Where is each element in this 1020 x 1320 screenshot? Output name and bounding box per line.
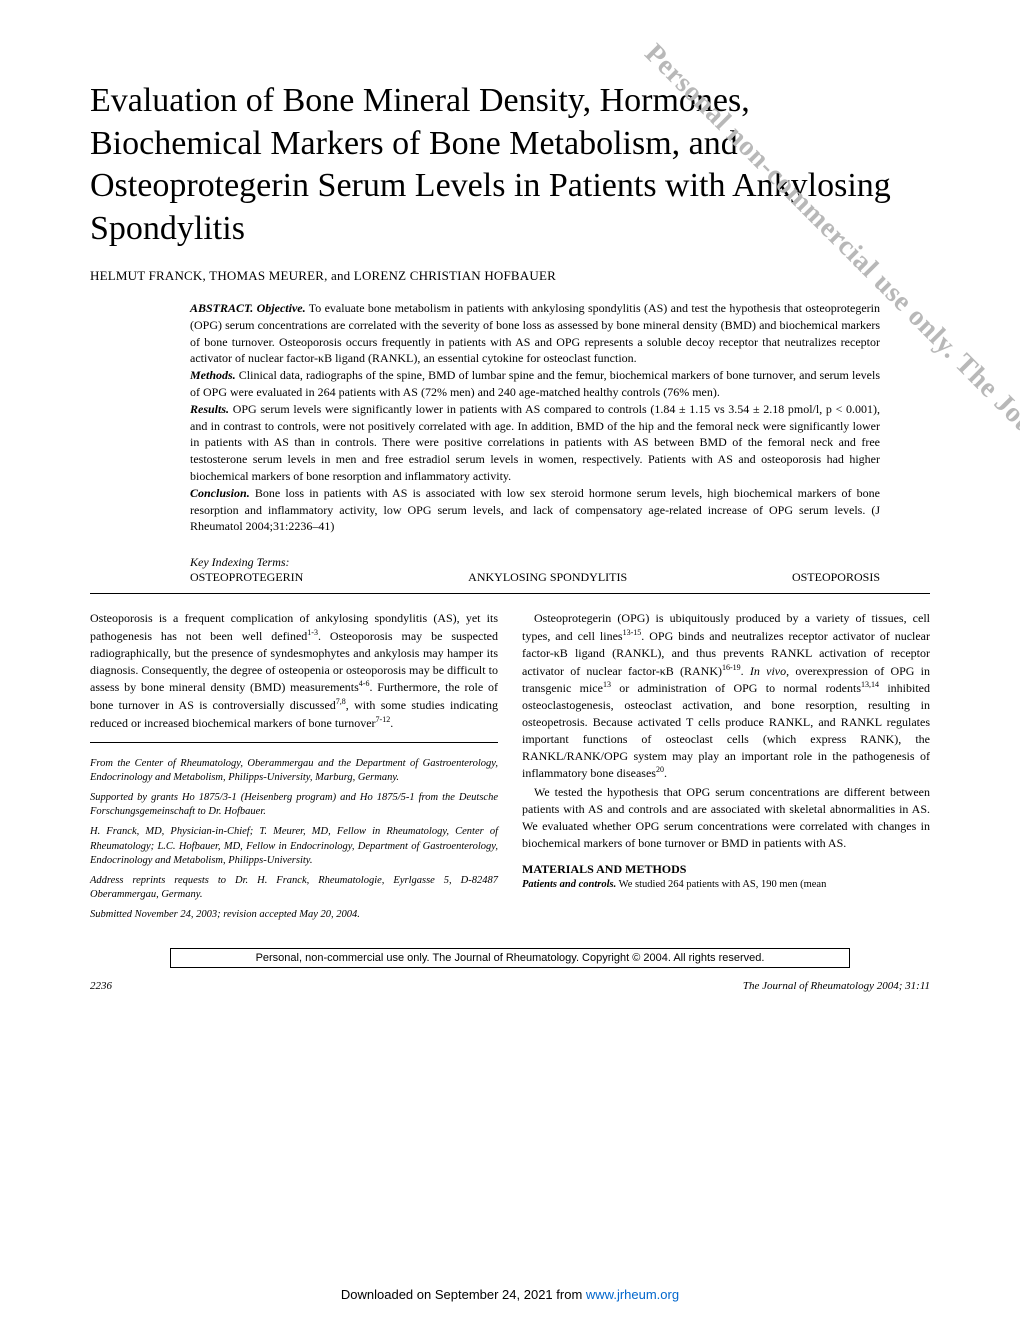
abstract-block: ABSTRACT. Objective. To evaluate bone me… bbox=[90, 300, 930, 535]
left-column: Osteoporosis is a frequent complication … bbox=[90, 610, 498, 928]
footer-notice: Personal, non-commercial use only. The J… bbox=[170, 948, 850, 968]
results-text: OPG serum levels were significantly lowe… bbox=[190, 402, 880, 483]
affiliation-authors: H. Franck, MD, Physician-in-Chief; T. Me… bbox=[90, 825, 498, 868]
conclusion-label: Conclusion. bbox=[190, 486, 250, 500]
article-title: Evaluation of Bone Mineral Density, Horm… bbox=[90, 80, 930, 250]
download-link[interactable]: www.jrheum.org bbox=[586, 1287, 679, 1302]
key-terms-label: Key Indexing Terms: bbox=[190, 555, 880, 570]
materials-text: Patients and controls. We studied 264 pa… bbox=[522, 878, 930, 893]
affiliation-submitted: Submitted November 24, 2003; revision ac… bbox=[90, 908, 498, 922]
methods-label: Methods. bbox=[190, 368, 236, 382]
right-para1: Osteoprotegerin (OPG) is ubiquitously pr… bbox=[522, 610, 930, 782]
objective-label: Objective. bbox=[257, 301, 306, 315]
materials-heading: MATERIALS AND METHODS bbox=[522, 861, 930, 878]
results-label: Results. bbox=[190, 402, 229, 416]
body-columns: Osteoporosis is a frequent complication … bbox=[90, 610, 930, 928]
affiliation-reprints: Address reprints requests to Dr. H. Fran… bbox=[90, 874, 498, 902]
methods-text: Clinical data, radiographs of the spine,… bbox=[190, 368, 880, 399]
abstract-label: ABSTRACT. bbox=[190, 301, 253, 315]
conclusion-text: Bone loss in patients with AS is associa… bbox=[190, 486, 880, 534]
page-number: 2236 bbox=[90, 980, 112, 992]
affiliation-block: From the Center of Rheumatology, Oberamm… bbox=[90, 757, 498, 923]
affiliation-from: From the Center of Rheumatology, Oberamm… bbox=[90, 757, 498, 785]
page-footer: 2236 The Journal of Rheumatology 2004; 3… bbox=[90, 980, 930, 992]
affiliation-support: Supported by grants Ho 1875/3-1 (Heisenb… bbox=[90, 791, 498, 819]
key-term: ANKYLOSING SPONDYLITIS bbox=[468, 570, 627, 585]
key-terms-block: Key Indexing Terms: OSTEOPROTEGERIN ANKY… bbox=[90, 555, 930, 594]
journal-citation: The Journal of Rheumatology 2004; 31:11 bbox=[743, 980, 930, 992]
right-para2: We tested the hypothesis that OPG serum … bbox=[522, 784, 930, 851]
key-term: OSTEOPOROSIS bbox=[792, 570, 880, 585]
authors-line: HELMUT FRANCK, THOMAS MEURER, and LORENZ… bbox=[90, 268, 930, 284]
key-term: OSTEOPROTEGERIN bbox=[190, 570, 303, 585]
intro-paragraph: Osteoporosis is a frequent complication … bbox=[90, 610, 498, 743]
right-column: Osteoprotegerin (OPG) is ubiquitously pr… bbox=[522, 610, 930, 928]
download-notice: Downloaded on September 24, 2021 from ww… bbox=[0, 1287, 1020, 1302]
